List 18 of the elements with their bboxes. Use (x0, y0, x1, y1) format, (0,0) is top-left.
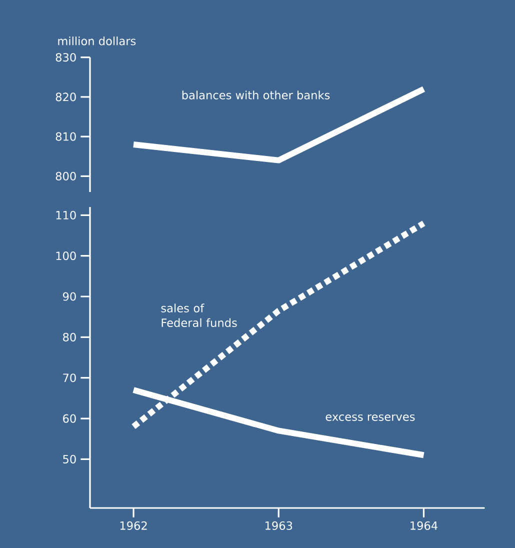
y-tick-label: 60 (63, 414, 76, 423)
y-tick-label: 80 (63, 332, 76, 342)
y-tick-label: 820 (56, 92, 76, 102)
y-tick-label: 800 (56, 172, 76, 180)
y-axis-title: million dollars (58, 36, 136, 46)
y-tick-label: 830 (56, 53, 76, 62)
x-tick-label: 1964 (410, 521, 438, 530)
text: balances with other banks (182, 90, 330, 100)
y-tick-label: 90 (62, 292, 76, 301)
x-tick-label: 1962 (120, 521, 147, 530)
y-tick-label: 50 (63, 454, 76, 464)
y-tick-label: 70 (63, 374, 76, 382)
series-label: excess reserves (326, 414, 415, 421)
y-tick-label: 810 (56, 132, 76, 141)
x-tick-label: 1963 (266, 521, 292, 530)
y-tick-label: 110 (56, 210, 76, 220)
y-tick-label: 100 (56, 252, 76, 260)
series-label: sales of Federal funds (161, 304, 237, 328)
